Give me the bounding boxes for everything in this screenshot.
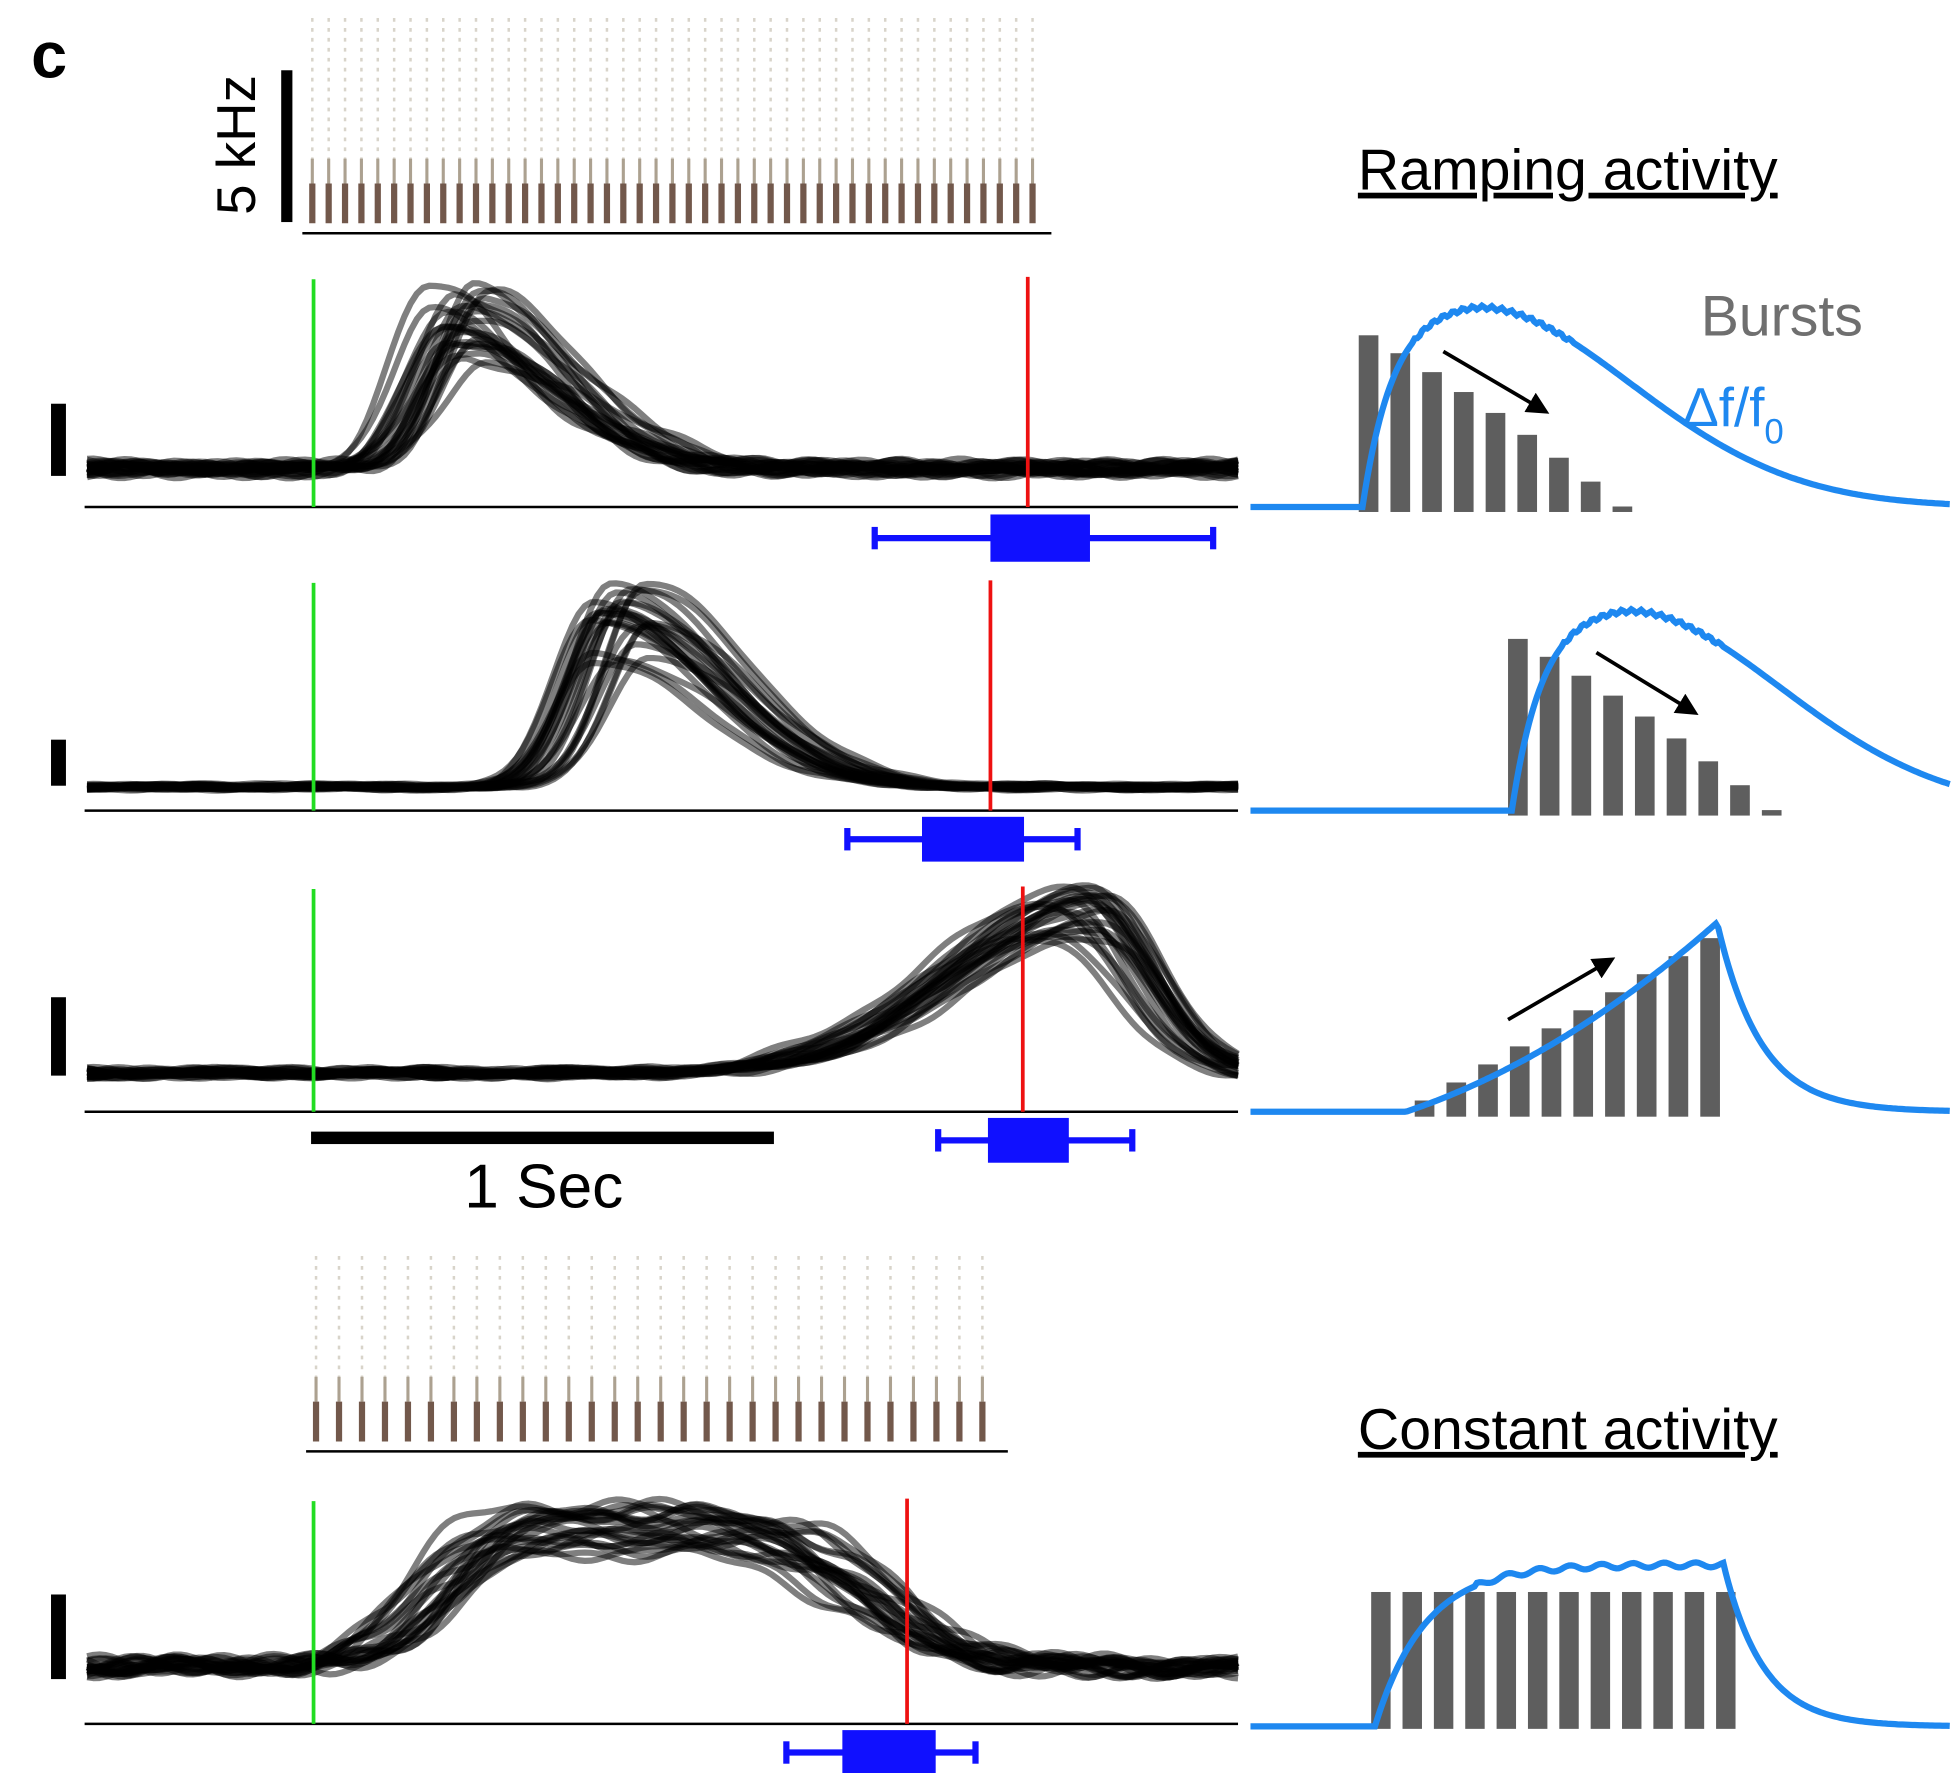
traces bbox=[85, 280, 1240, 482]
trend-arrow bbox=[1595, 650, 1699, 715]
burst-bar bbox=[1622, 1591, 1642, 1729]
traces bbox=[86, 882, 1240, 1083]
dff-curve bbox=[1250, 918, 1950, 1115]
burst-bar bbox=[1761, 810, 1782, 816]
burst-bar bbox=[1666, 738, 1687, 816]
burst-bar bbox=[1636, 974, 1657, 1117]
burst-bar bbox=[1402, 1591, 1422, 1729]
dff-curve bbox=[1250, 301, 1950, 511]
ramping-title: Ramping activity bbox=[1358, 139, 1778, 203]
trace bbox=[86, 930, 1239, 1081]
trace bbox=[86, 933, 1239, 1082]
trace bbox=[86, 1504, 1239, 1679]
legend-bursts: Bursts bbox=[1701, 284, 1863, 348]
time-scale-label: 1 Sec bbox=[464, 1153, 623, 1222]
burst-bar bbox=[1590, 1591, 1611, 1729]
drawings bbox=[51, 18, 1951, 1773]
burst-bar bbox=[1700, 938, 1720, 1117]
trace bbox=[86, 900, 1239, 1081]
trace bbox=[86, 936, 1240, 1081]
trace bbox=[86, 641, 1239, 794]
trace bbox=[86, 935, 1239, 1082]
burst-bar bbox=[1634, 716, 1655, 816]
burst-bar bbox=[1539, 656, 1560, 816]
box bbox=[987, 1117, 1069, 1163]
burst-bar bbox=[1549, 457, 1569, 512]
trend-arrow bbox=[1442, 349, 1550, 414]
burst-bar bbox=[1422, 372, 1442, 512]
trace bbox=[86, 1516, 1239, 1680]
burst-bar bbox=[1716, 1591, 1736, 1729]
constant-title: Constant activity bbox=[1358, 1398, 1778, 1462]
burst-bar bbox=[1730, 785, 1750, 816]
trace bbox=[86, 323, 1240, 481]
panel-label: c bbox=[31, 19, 67, 92]
burst-bar bbox=[1465, 1591, 1485, 1729]
burst-bar bbox=[1698, 761, 1719, 816]
burst-bar bbox=[1517, 434, 1538, 512]
legend-dff: Δf/f0 bbox=[1682, 376, 1784, 451]
trace bbox=[86, 926, 1240, 1082]
dff-curve bbox=[1250, 605, 1951, 814]
response-scale-bar bbox=[51, 739, 66, 786]
time-scale-bar bbox=[311, 1131, 774, 1145]
trace bbox=[87, 659, 1239, 794]
burst-bar bbox=[1559, 1591, 1579, 1729]
frequency-scale-bar bbox=[281, 70, 293, 223]
frequency-scale-label: 5 kHz bbox=[205, 75, 267, 215]
burst-bar bbox=[1603, 695, 1623, 816]
burst-bar bbox=[1390, 353, 1411, 512]
box bbox=[842, 1730, 936, 1773]
trace bbox=[85, 359, 1239, 482]
burst-bar bbox=[1433, 1591, 1454, 1729]
legend-dff-subscript: 0 bbox=[1764, 413, 1783, 452]
response-scale-bar bbox=[51, 403, 66, 476]
box bbox=[921, 816, 1025, 862]
response-scale-bar bbox=[51, 997, 66, 1076]
trace bbox=[87, 926, 1240, 1081]
trend-arrow bbox=[1507, 957, 1616, 1022]
traces bbox=[85, 1495, 1240, 1682]
trace bbox=[86, 622, 1239, 793]
burst-bar bbox=[1668, 956, 1689, 1117]
burst-bar bbox=[1496, 1591, 1517, 1729]
burst-bar bbox=[1653, 1591, 1673, 1729]
burst-bar bbox=[1527, 1591, 1548, 1729]
burst-bar bbox=[1358, 335, 1379, 512]
burst-bar bbox=[1571, 675, 1592, 816]
burst-bar bbox=[1605, 992, 1625, 1117]
burst-bar bbox=[1508, 638, 1528, 816]
burst-bar bbox=[1684, 1591, 1705, 1729]
trace bbox=[86, 607, 1239, 793]
response-scale-bar bbox=[51, 1594, 66, 1680]
burst-bar bbox=[1485, 412, 1506, 512]
traces bbox=[86, 580, 1239, 794]
burst-bar bbox=[1580, 481, 1601, 512]
box bbox=[990, 514, 1090, 562]
burst-bar bbox=[1573, 1010, 1594, 1117]
burst-bar bbox=[1612, 506, 1633, 512]
burst-bar bbox=[1453, 392, 1474, 512]
dff-curve bbox=[1250, 1558, 1950, 1730]
